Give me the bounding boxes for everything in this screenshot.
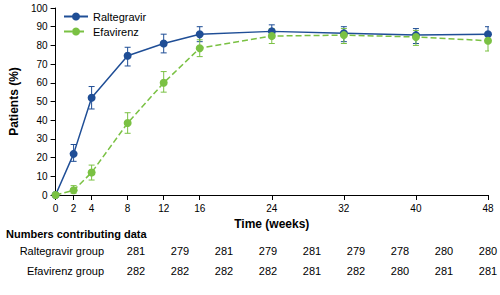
svg-text:279: 279 [347, 245, 365, 257]
svg-text:0: 0 [53, 203, 59, 214]
svg-text:50: 50 [36, 96, 48, 107]
svg-text:280: 280 [479, 245, 497, 257]
svg-text:70: 70 [36, 59, 48, 70]
svg-text:282: 282 [215, 265, 233, 277]
svg-text:Numbers contributing data: Numbers contributing data [6, 228, 147, 240]
svg-text:60: 60 [36, 77, 48, 88]
svg-text:278: 278 [391, 245, 409, 257]
svg-text:90: 90 [36, 21, 48, 32]
svg-text:40: 40 [410, 203, 422, 214]
svg-text:32: 32 [338, 203, 350, 214]
svg-text:12: 12 [158, 203, 170, 214]
svg-text:100: 100 [31, 3, 48, 14]
svg-text:Efavirenz: Efavirenz [93, 26, 139, 38]
svg-text:Efavirenz group: Efavirenz group [27, 265, 104, 277]
svg-text:16: 16 [194, 203, 206, 214]
svg-text:279: 279 [259, 245, 277, 257]
svg-text:48: 48 [482, 203, 494, 214]
svg-text:2: 2 [71, 203, 77, 214]
svg-text:281: 281 [303, 265, 321, 277]
svg-text:281: 281 [435, 265, 453, 277]
svg-text:24: 24 [266, 203, 278, 214]
svg-text:0: 0 [42, 190, 48, 201]
svg-text:80: 80 [36, 40, 48, 51]
svg-text:280: 280 [391, 265, 409, 277]
svg-text:30: 30 [36, 133, 48, 144]
svg-text:281: 281 [127, 245, 145, 257]
svg-text:Time (weeks): Time (weeks) [234, 217, 309, 231]
svg-text:282: 282 [127, 265, 145, 277]
svg-text:40: 40 [36, 115, 48, 126]
svg-text:Patients (%): Patients (%) [7, 67, 21, 136]
svg-text:4: 4 [89, 203, 95, 214]
svg-text:280: 280 [435, 245, 453, 257]
svg-text:Raltegravir group: Raltegravir group [20, 245, 104, 257]
svg-text:282: 282 [259, 265, 277, 277]
svg-text:8: 8 [125, 203, 131, 214]
svg-text:20: 20 [36, 152, 48, 163]
svg-text:279: 279 [171, 245, 189, 257]
svg-text:Raltegravir: Raltegravir [93, 11, 147, 23]
svg-text:281: 281 [303, 245, 321, 257]
svg-text:282: 282 [171, 265, 189, 277]
svg-text:281: 281 [215, 245, 233, 257]
svg-text:10: 10 [36, 171, 48, 182]
svg-text:281: 281 [479, 265, 497, 277]
svg-text:282: 282 [347, 265, 365, 277]
